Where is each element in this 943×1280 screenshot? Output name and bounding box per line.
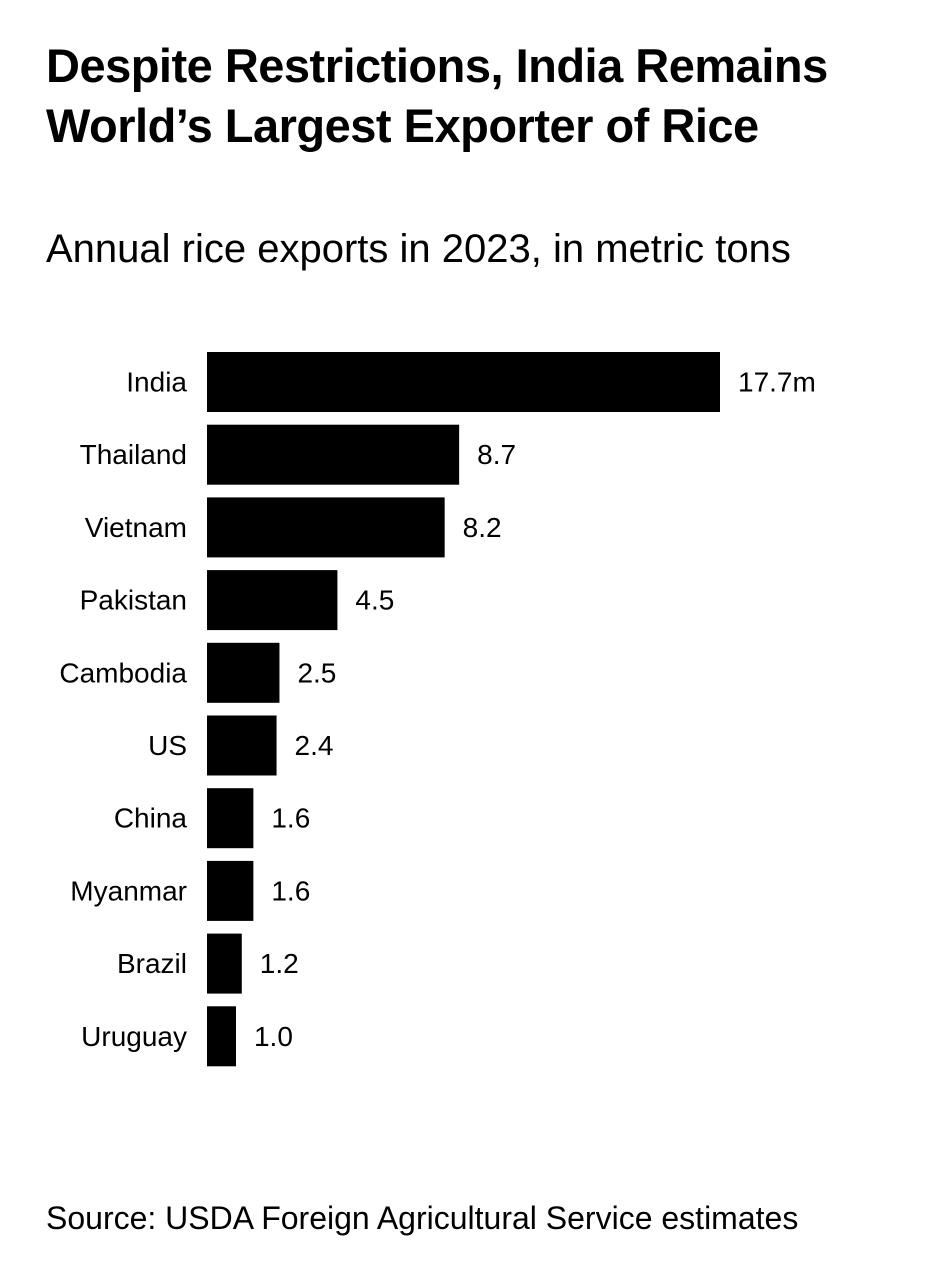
value-label: 8.2: [463, 512, 502, 543]
bar: [207, 352, 720, 412]
category-label: China: [114, 803, 188, 834]
chart-title: Despite Restrictions, India Remains Worl…: [46, 39, 828, 152]
category-label: Myanmar: [70, 875, 187, 906]
value-label: 1.0: [254, 1021, 293, 1052]
value-label: 2.5: [297, 657, 336, 688]
value-label: 4.5: [355, 585, 394, 616]
category-label: Brazil: [117, 948, 187, 979]
bars-group: India 17.7m Thailand 8.7 Vietnam 8.2 Pakistan 4…: [59, 352, 816, 1067]
category-label: Cambodia: [59, 657, 187, 688]
value-label: 2.4: [295, 730, 334, 761]
value-label: 17.7m: [738, 367, 816, 398]
bar: [207, 715, 277, 776]
bar: [207, 570, 338, 631]
chart-subtitle: Annual rice exports in 2023, in metric t…: [46, 227, 791, 271]
bar: [207, 933, 242, 994]
bar: [207, 642, 280, 703]
bar: [207, 497, 445, 558]
bar: [207, 788, 254, 849]
value-label: 1.2: [260, 948, 299, 979]
category-label: Pakistan: [80, 585, 187, 616]
value-label: 1.6: [271, 803, 310, 834]
category-label: Vietnam: [85, 512, 187, 543]
source-note: Source: USDA Foreign Agricultural Servic…: [46, 1200, 799, 1236]
bar: [207, 860, 254, 921]
bar: [207, 1006, 236, 1067]
category-label: US: [148, 730, 187, 761]
bar-chart: India 17.7m Thailand 8.7 Vietnam 8.2 Pakistan 4…: [59, 352, 816, 1067]
category-label: India: [126, 367, 187, 398]
value-label: 1.6: [271, 875, 310, 906]
category-label: Thailand: [80, 439, 187, 470]
value-label: 8.7: [477, 439, 516, 470]
category-label: Uruguay: [81, 1021, 187, 1052]
bar: [207, 424, 460, 485]
